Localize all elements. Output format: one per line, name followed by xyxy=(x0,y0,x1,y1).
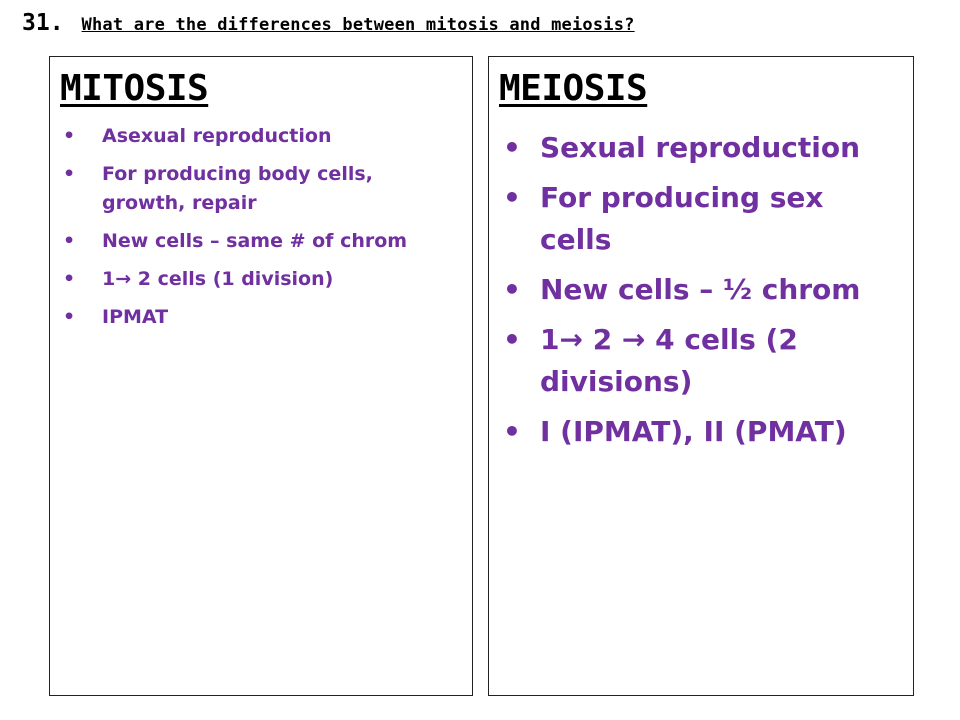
bullet-icon: • xyxy=(503,415,521,448)
list-item-text: New cells – ½ chrom xyxy=(540,273,861,306)
list-item: • 1→ 2 cells (1 division) xyxy=(58,265,442,294)
bullet-icon: • xyxy=(503,131,521,164)
mitosis-title: MITOSIS xyxy=(60,68,209,109)
list-item: • For producing sex cells xyxy=(493,177,900,261)
list-item-text: New cells – same # of chrom xyxy=(102,230,408,252)
list-item: • IPMAT xyxy=(58,303,442,332)
list-item: • New cells – same # of chrom xyxy=(58,227,442,256)
bullet-icon: • xyxy=(63,163,76,185)
bullet-icon: • xyxy=(63,306,76,328)
list-item: • Asexual reproduction xyxy=(58,122,442,151)
list-item: • I (IPMAT), II (PMAT) xyxy=(493,411,900,453)
list-item: • Sexual reproduction xyxy=(493,127,900,169)
mitosis-list: • Asexual reproduction • For producing bod… xyxy=(50,122,472,332)
meiosis-title: MEIOSIS xyxy=(499,68,648,109)
list-item: • New cells – ½ chrom xyxy=(493,269,900,311)
list-item-text: 1→ 2 → 4 cells (2 divisions) xyxy=(540,323,798,398)
list-item-text: I (IPMAT), II (PMAT) xyxy=(540,415,847,448)
bullet-icon: • xyxy=(63,125,76,147)
meiosis-panel: MEIOSIS • Sexual reproduction • For produc… xyxy=(488,56,914,696)
list-item-text: Asexual reproduction xyxy=(102,125,332,147)
bullet-icon: • xyxy=(63,230,76,252)
question-text: What are the differences between mitosis… xyxy=(81,15,635,35)
mitosis-panel: MITOSIS • Asexual reproduction • For produ… xyxy=(49,56,473,696)
meiosis-list: • Sexual reproduction • For producing sex … xyxy=(489,127,913,453)
list-item-text: Sexual reproduction xyxy=(540,131,861,164)
bullet-icon: • xyxy=(63,268,76,290)
list-item-text: IPMAT xyxy=(102,306,169,328)
bullet-icon: • xyxy=(503,273,521,306)
list-item-text: For producing sex cells xyxy=(540,181,824,256)
list-item: • For producing body cells, growth, repai… xyxy=(58,160,442,218)
question-header: 31. What are the differences between mito… xyxy=(22,10,635,36)
list-item-text: For producing body cells, growth, repair xyxy=(102,163,373,214)
list-item: • 1→ 2 → 4 cells (2 divisions) xyxy=(493,319,900,403)
list-item-text: 1→ 2 cells (1 division) xyxy=(102,268,334,290)
bullet-icon: • xyxy=(503,323,521,356)
bullet-icon: • xyxy=(503,181,521,214)
question-number: 31. xyxy=(22,10,64,36)
